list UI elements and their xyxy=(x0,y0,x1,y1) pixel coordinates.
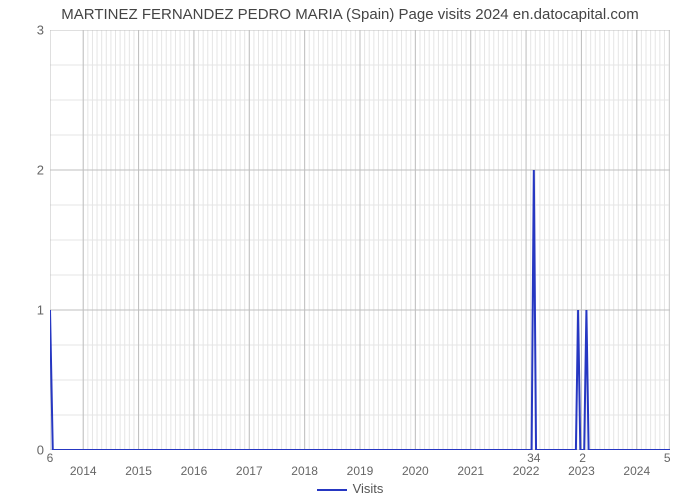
x-tick-label: 2023 xyxy=(568,464,595,478)
y-tick-label: 1 xyxy=(4,303,44,318)
y-tick-label: 2 xyxy=(4,163,44,178)
x-tick-label: 2019 xyxy=(347,464,374,478)
chart-title: MARTINEZ FERNANDEZ PEDRO MARIA (Spain) P… xyxy=(0,6,700,23)
x-tick-label: 2024 xyxy=(623,464,650,478)
plot-area xyxy=(50,30,670,450)
y-tick-label: 0 xyxy=(4,443,44,458)
chart-container: MARTINEZ FERNANDEZ PEDRO MARIA (Spain) P… xyxy=(0,0,700,500)
chart-svg xyxy=(50,30,670,450)
x-tick-label: 2020 xyxy=(402,464,429,478)
x-tick-label: 2016 xyxy=(181,464,208,478)
y-tick-label: 3 xyxy=(4,23,44,38)
baseline-annotation: 5 xyxy=(664,451,671,465)
baseline-annotation: 6 xyxy=(47,451,54,465)
baseline-annotation: 2 xyxy=(579,451,586,465)
x-tick-label: 2022 xyxy=(513,464,540,478)
legend: Visits xyxy=(0,481,700,496)
legend-swatch xyxy=(317,489,347,491)
legend-label: Visits xyxy=(353,481,384,496)
x-tick-label: 2021 xyxy=(457,464,484,478)
x-tick-label: 2014 xyxy=(70,464,97,478)
x-tick-label: 2018 xyxy=(291,464,318,478)
x-tick-label: 2017 xyxy=(236,464,263,478)
baseline-annotation: 34 xyxy=(527,451,540,465)
x-tick-label: 2015 xyxy=(125,464,152,478)
